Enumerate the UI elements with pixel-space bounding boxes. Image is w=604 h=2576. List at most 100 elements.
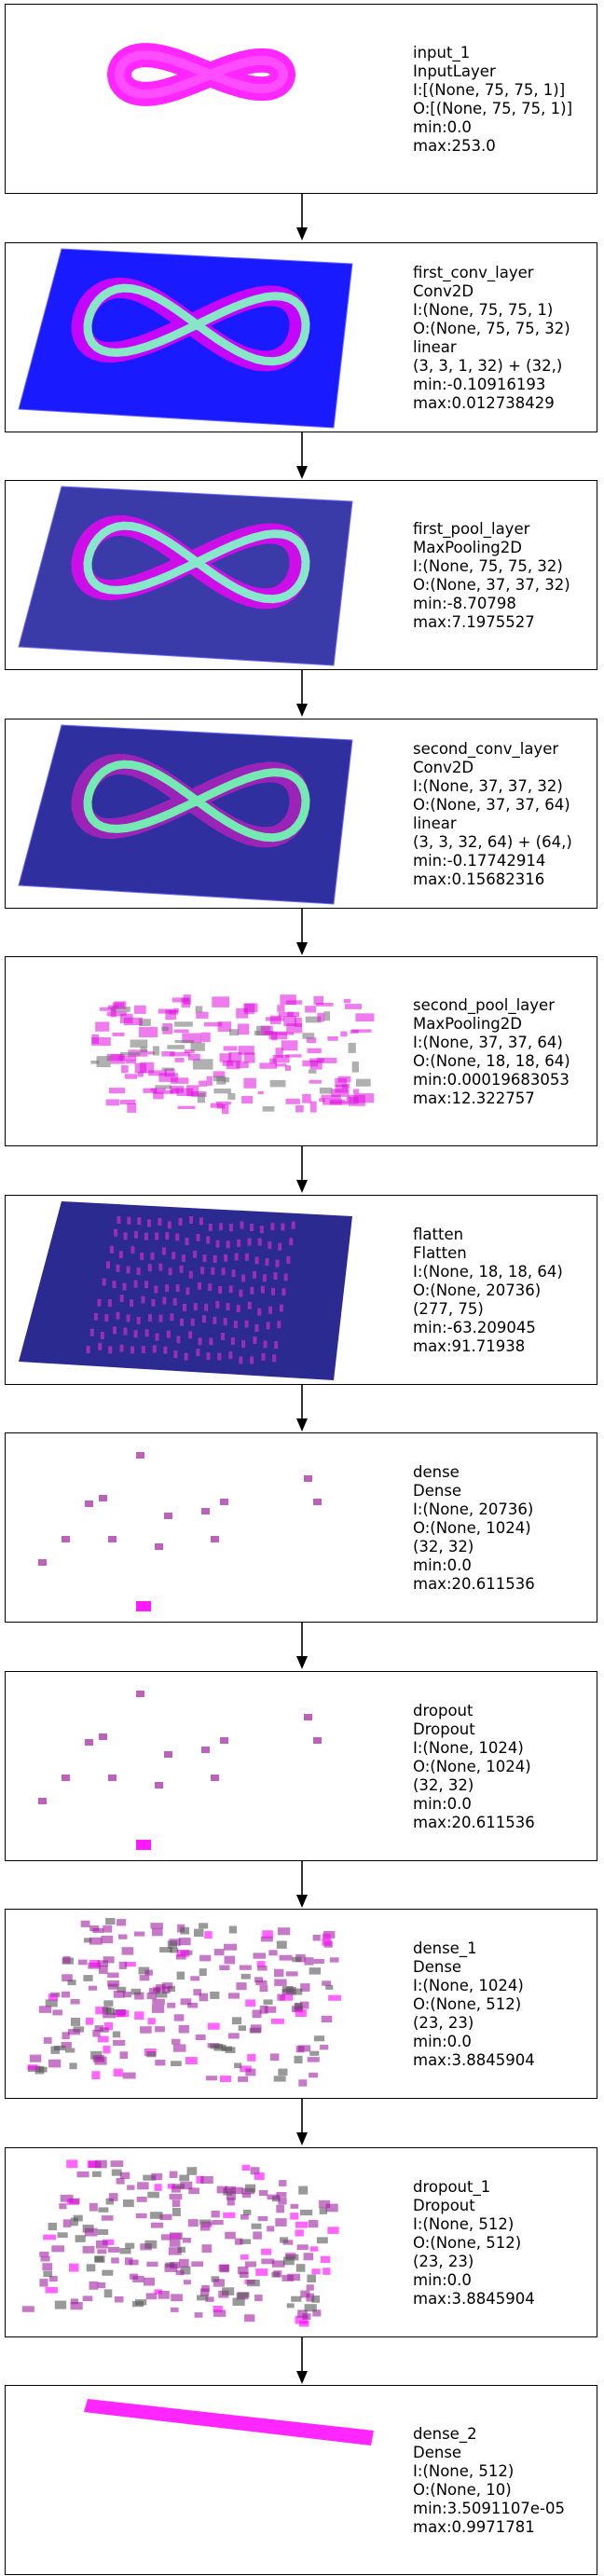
flatten-cell xyxy=(118,1250,123,1258)
activation-cell xyxy=(152,1927,163,1937)
pool-cell xyxy=(170,1086,184,1093)
activation-cell xyxy=(103,2045,111,2054)
flatten-cell xyxy=(289,1237,294,1245)
pool-cell xyxy=(143,1088,158,1093)
activation-cell xyxy=(196,2175,204,2184)
pool-cell xyxy=(200,1032,211,1042)
flatten-cell xyxy=(158,1263,163,1271)
activation-cell xyxy=(176,1949,190,1957)
flatten-cell xyxy=(217,1352,222,1361)
flatten-cell xyxy=(202,1254,207,1262)
activation-cell xyxy=(86,2263,96,2271)
flatten-cell xyxy=(213,1316,217,1324)
flatten-cell xyxy=(221,1267,226,1275)
activation-cell xyxy=(92,2171,102,2177)
activation-cell xyxy=(295,2263,306,2272)
layer-detail: max:0.012738429 xyxy=(413,393,555,412)
pool-cell xyxy=(340,1031,348,1037)
activation-cell xyxy=(291,2295,302,2302)
activation-cell xyxy=(122,1992,131,1998)
flatten-cell xyxy=(93,1312,98,1321)
activation-cell xyxy=(48,2275,58,2281)
activation-cell xyxy=(312,2309,322,2316)
activation-cell xyxy=(244,2184,256,2192)
pool-cell xyxy=(323,1098,342,1105)
activation-cell xyxy=(224,1943,237,1951)
layer-detail: I:(None, 20736) xyxy=(413,1500,534,1518)
layer-detail: I:(None, 75, 75, 1) xyxy=(413,300,554,319)
activation-cell xyxy=(245,1999,256,2007)
flatten-cell xyxy=(116,1264,120,1272)
layer-info: input_1 InputLayer I:[(None, 75, 75, 1)] O:… xyxy=(413,5,590,193)
activation-cell xyxy=(325,2203,338,2212)
activation-cell xyxy=(43,2036,52,2044)
activation-cell xyxy=(172,2207,181,2216)
activation-cell xyxy=(99,1733,107,1740)
flatten-cell xyxy=(123,1231,128,1240)
arrow-head-icon xyxy=(296,227,308,240)
flatten-cell xyxy=(277,1320,281,1328)
flatten-cell xyxy=(231,1268,236,1277)
activation-cell xyxy=(85,2017,94,2025)
activation-cell xyxy=(164,1750,172,1758)
activation-cell xyxy=(210,2043,224,2049)
pool-cell xyxy=(313,995,323,1005)
activation-cell xyxy=(312,1934,321,1941)
activation-cell xyxy=(309,2245,319,2252)
activation-cell xyxy=(286,2302,295,2308)
pool-cell xyxy=(302,1033,315,1039)
pool-cell xyxy=(137,1072,144,1077)
activation-cell xyxy=(201,2284,210,2292)
activation-cell xyxy=(45,2286,58,2294)
pool-cell xyxy=(285,1000,303,1005)
activation-cell xyxy=(154,2183,162,2191)
activation-cell xyxy=(146,2051,157,2058)
activation-cell xyxy=(85,1500,93,1507)
flatten-cell xyxy=(144,1232,148,1240)
arrow-head-icon xyxy=(296,2370,308,2384)
activation-cell xyxy=(300,2001,309,2009)
activation-cell xyxy=(123,2199,134,2207)
flatten-cell xyxy=(167,1220,172,1228)
flow-arrow xyxy=(296,194,308,240)
pool-cell xyxy=(305,1006,317,1013)
layer-detail: I:(None, 75, 75, 32) xyxy=(413,557,563,575)
flatten-cell xyxy=(161,1246,166,1254)
activation-cell xyxy=(224,1955,236,1965)
pool-cell xyxy=(321,1094,341,1100)
activation-cell xyxy=(256,1961,266,1967)
pool-cell xyxy=(327,1036,338,1041)
activation-cell xyxy=(170,1948,179,1953)
flatten-cell xyxy=(278,1242,282,1251)
flatten-cell xyxy=(175,1283,180,1292)
layer-panel-first_pool_layer: first_pool_layer MaxPooling2D I:(None, 75,… xyxy=(5,480,597,670)
pool-cell xyxy=(95,1021,110,1032)
activation-cell xyxy=(220,1499,228,1505)
activation-cell xyxy=(292,1956,302,1963)
activation-cell xyxy=(212,2219,224,2225)
pool-cell xyxy=(274,1032,295,1035)
pool-cell xyxy=(307,1037,317,1044)
activation-cell xyxy=(226,2197,235,2205)
flatten-cell xyxy=(136,1316,141,1324)
pool-cell xyxy=(167,1045,185,1049)
flatten-cell xyxy=(226,1240,230,1248)
activation-cell xyxy=(280,1995,294,2001)
activation-cell xyxy=(199,2225,211,2230)
activation-cell xyxy=(168,2246,182,2255)
activation-cell xyxy=(87,2159,98,2168)
activation-cell xyxy=(102,2269,114,2276)
activation-cell xyxy=(62,2032,70,2039)
activation-cell xyxy=(322,1980,332,1986)
activation-cell xyxy=(220,1736,228,1744)
activation-cell xyxy=(304,1713,312,1720)
activation-cell xyxy=(252,2009,262,2019)
flatten-cell xyxy=(240,1221,244,1228)
activation-cell xyxy=(62,1974,73,1982)
activation-cell xyxy=(218,2264,229,2271)
pool-cell xyxy=(213,1071,226,1077)
activation-cell xyxy=(299,2320,309,2327)
flatten-cell xyxy=(117,1215,121,1224)
flatten-cell xyxy=(147,1263,152,1271)
pool-cell xyxy=(335,1077,348,1087)
